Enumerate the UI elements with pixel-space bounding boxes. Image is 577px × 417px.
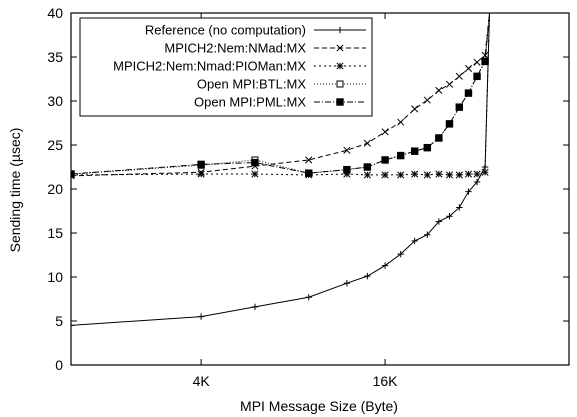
legend-label: Reference (no computation) xyxy=(145,23,306,38)
y-tick-label: 5 xyxy=(55,313,63,329)
data-point xyxy=(381,156,389,164)
data-point xyxy=(473,170,481,178)
y-tick-label: 20 xyxy=(47,181,63,197)
legend-marker xyxy=(336,98,344,106)
data-point xyxy=(411,105,419,113)
data-point xyxy=(397,118,405,126)
data-point xyxy=(197,170,205,178)
data-point xyxy=(71,170,75,178)
data-point xyxy=(423,143,432,152)
data-point xyxy=(481,168,489,176)
x-tick-label: 16K xyxy=(373,373,399,389)
data-point xyxy=(197,160,205,169)
legend-label: MPICH2:Nem:Nmad:PIOMan:MX xyxy=(113,59,306,74)
y-axis-label: Sending time (µsec) xyxy=(7,128,23,253)
data-point xyxy=(397,250,404,258)
data-point xyxy=(423,96,431,104)
data-point xyxy=(464,89,473,97)
legend-marker xyxy=(336,26,344,34)
data-point xyxy=(197,313,205,320)
series-line xyxy=(71,13,491,175)
data-point xyxy=(363,139,371,147)
data-point xyxy=(251,170,259,178)
data-point xyxy=(446,213,453,220)
data-point xyxy=(464,64,473,72)
data-point xyxy=(424,231,431,238)
legend-label: Open MPI:PML:MX xyxy=(194,95,306,110)
series-5 xyxy=(71,13,491,178)
data-point xyxy=(251,303,259,311)
series-line xyxy=(71,13,491,177)
y-tick-label: 30 xyxy=(47,93,63,109)
data-point xyxy=(464,170,473,178)
data-point xyxy=(305,169,313,177)
data-point xyxy=(455,103,464,111)
data-point xyxy=(364,272,371,280)
data-point xyxy=(305,294,312,301)
data-point xyxy=(397,171,405,179)
data-point xyxy=(435,134,443,142)
legend-marker xyxy=(336,80,344,88)
y-tick-label: 0 xyxy=(55,357,63,373)
data-point xyxy=(435,170,443,178)
data-point xyxy=(381,262,389,269)
data-point xyxy=(423,171,431,179)
y-tick-label: 10 xyxy=(47,269,63,285)
data-point xyxy=(455,171,463,179)
data-point xyxy=(435,86,443,94)
data-point xyxy=(473,58,481,66)
y-tick-label: 15 xyxy=(47,225,63,241)
legend: Reference (no computation) MPICH2:Nem:NMa… xyxy=(79,17,373,117)
data-point xyxy=(363,163,372,171)
y-tick-label: 35 xyxy=(47,49,63,65)
series-3 xyxy=(71,13,491,179)
data-point xyxy=(481,57,489,66)
y-tick-label: 25 xyxy=(47,137,63,153)
data-point xyxy=(343,279,351,287)
plot-frame xyxy=(70,12,570,366)
data-point xyxy=(71,322,75,329)
data-point xyxy=(343,165,351,174)
legend-label: Open MPI:BTL:MX xyxy=(197,77,306,92)
legend-marker xyxy=(336,62,344,70)
data-point xyxy=(445,171,454,179)
data-point xyxy=(445,120,454,128)
x-tick-label: 4K xyxy=(193,373,211,389)
data-point xyxy=(456,204,463,211)
data-point xyxy=(396,151,405,160)
data-point xyxy=(381,128,389,136)
data-point xyxy=(363,171,371,179)
data-point xyxy=(473,178,481,186)
data-point xyxy=(465,188,472,195)
x-axis-label: MPI Message Size (Byte) xyxy=(240,398,398,414)
legend-label: MPICH2:Nem:NMad:MX xyxy=(164,41,306,56)
series-2 xyxy=(71,13,491,180)
plot-area: 0 5 10 15 20 25 30 35 40 4K 16K xyxy=(47,5,570,389)
data-point xyxy=(381,171,389,179)
data-point xyxy=(473,72,481,81)
data-point xyxy=(445,80,454,88)
data-point xyxy=(410,147,419,155)
data-point xyxy=(411,237,418,245)
data-point xyxy=(481,51,489,59)
data-point xyxy=(343,146,351,154)
data-point xyxy=(455,72,463,80)
y-tick-label: 40 xyxy=(47,5,63,21)
legend-marker xyxy=(336,44,344,52)
data-point xyxy=(411,170,419,178)
data-point xyxy=(305,156,313,164)
data-point xyxy=(251,158,259,167)
data-point xyxy=(435,218,443,225)
legend-box xyxy=(79,17,373,117)
